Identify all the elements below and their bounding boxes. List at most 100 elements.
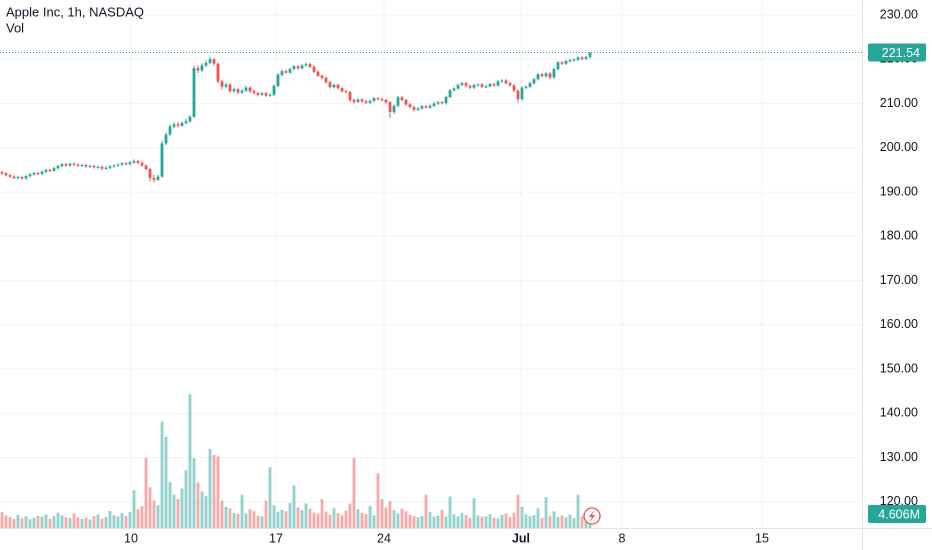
volume-bar — [216, 456, 220, 528]
candle-body — [128, 162, 132, 165]
volume-bar — [196, 482, 200, 528]
volume-bar — [44, 514, 48, 528]
candle-body — [80, 165, 84, 167]
candle-body — [196, 68, 200, 71]
volume-bar — [28, 519, 32, 528]
candle-body — [252, 91, 256, 93]
candle-body — [288, 69, 292, 73]
y-tick-label: 180.00 — [880, 229, 918, 243]
volume-bar — [128, 511, 132, 528]
candle-body — [564, 61, 568, 64]
candle-body — [516, 90, 520, 100]
candle-body — [376, 98, 380, 100]
candle-body — [556, 62, 560, 70]
candle-body — [424, 106, 428, 108]
candle-body — [508, 83, 512, 86]
volume-bar — [364, 514, 368, 528]
volume-bar — [148, 487, 152, 528]
x-tick-label: 17 — [269, 531, 283, 545]
volume-bar — [272, 505, 276, 528]
volume-bar — [256, 515, 260, 528]
candle-body — [12, 176, 16, 178]
candle-body — [84, 165, 88, 167]
volume-bar — [168, 481, 172, 528]
volume-bar — [264, 500, 268, 528]
candle-body — [280, 71, 284, 75]
candle-body — [268, 94, 272, 96]
candle-body — [172, 124, 176, 127]
candle-body — [308, 64, 312, 67]
volume-bar — [516, 494, 520, 528]
y-tick-label: 230.00 — [880, 7, 918, 21]
volume-bar — [16, 514, 20, 528]
candle-body — [36, 173, 40, 175]
candle-body — [560, 62, 564, 64]
volume-bar — [304, 503, 308, 528]
candle-body — [160, 143, 164, 177]
candle-body — [348, 92, 352, 101]
candle-body — [44, 169, 48, 172]
volume-bar — [140, 506, 144, 528]
candle-body — [364, 101, 368, 103]
candle-body — [340, 88, 344, 92]
volume-bar — [232, 512, 236, 528]
candle-body — [396, 97, 400, 106]
volume-bar — [208, 448, 212, 528]
volume-bar — [48, 518, 52, 528]
candle-body — [540, 74, 544, 77]
candle-body — [476, 84, 480, 86]
y-tick-label: 170.00 — [880, 273, 918, 287]
candle-body — [232, 89, 236, 92]
volume-bar — [508, 517, 512, 528]
candle-body — [52, 168, 56, 171]
candle-body — [400, 97, 404, 101]
candle-body — [576, 57, 580, 60]
candle-body — [312, 66, 316, 72]
y-tick-label: 140.00 — [880, 406, 918, 420]
candle-body — [304, 64, 308, 66]
candle-body — [428, 105, 432, 108]
candle-body — [488, 84, 492, 87]
candle-body — [4, 173, 8, 176]
candle-body — [260, 93, 264, 95]
volume-bar — [252, 511, 256, 528]
volume-bar — [112, 515, 116, 528]
y-tick-label: 160.00 — [880, 317, 918, 331]
volume-bar — [544, 496, 548, 528]
volume-bar — [572, 518, 576, 528]
last-price-box — [868, 43, 926, 62]
volume-bar — [72, 513, 76, 528]
volume-bar — [20, 518, 24, 528]
candle-body — [212, 59, 216, 64]
candle-body — [72, 163, 76, 165]
volume-bar — [284, 511, 288, 528]
candle-body — [264, 93, 268, 96]
y-tick-label: 190.00 — [880, 184, 918, 198]
volume-bar — [312, 512, 316, 528]
candle-body — [332, 84, 336, 88]
candle-body — [124, 163, 128, 165]
candle-body — [512, 85, 516, 91]
volume-bar — [456, 516, 460, 528]
volume-bar — [432, 516, 436, 528]
x-tick-label: 24 — [377, 531, 391, 545]
candle-body — [228, 84, 232, 92]
candle-body — [292, 66, 296, 70]
replay-icon[interactable] — [583, 507, 601, 525]
volume-bar — [384, 507, 388, 528]
candle-body — [552, 69, 556, 78]
volume-bar — [104, 517, 108, 528]
volume-bar — [160, 421, 164, 528]
volume-bar — [308, 508, 312, 528]
volume-bar — [492, 517, 496, 528]
candle-body — [96, 166, 100, 168]
candle-body — [40, 171, 44, 174]
volume-bar — [424, 494, 428, 528]
volume-bar — [84, 517, 88, 528]
candle-body — [436, 102, 440, 104]
candle-body — [184, 121, 188, 124]
candle-body — [588, 52, 592, 58]
y-tick-label: 210.00 — [880, 96, 918, 110]
volume-bar — [116, 516, 120, 528]
volume-bar — [564, 517, 568, 528]
